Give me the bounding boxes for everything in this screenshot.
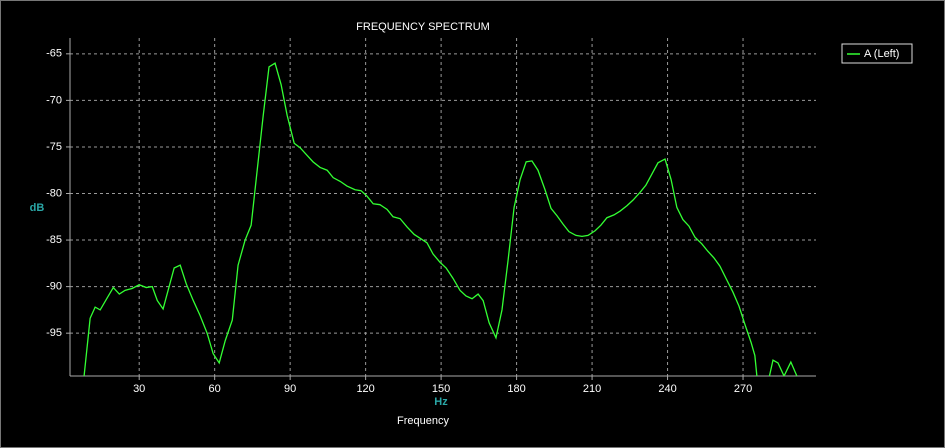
- y-tick-label: -85: [46, 234, 62, 246]
- y-tick-label: -70: [46, 94, 62, 106]
- legend-box: [841, 43, 913, 64]
- x-tick-label: 270: [734, 383, 752, 395]
- series-line: [83, 62, 798, 376]
- x-tick-label: 150: [432, 383, 450, 395]
- chart-title: FREQUENCY SPECTRUM: [356, 21, 490, 33]
- y-tick-label: -90: [46, 281, 62, 293]
- legend: A (Left): [841, 43, 913, 64]
- x-axis-unit: Hz: [434, 396, 448, 408]
- y-axis-label: dB: [30, 202, 45, 214]
- y-tick-label: -75: [46, 141, 62, 153]
- y-tick-label: -65: [46, 48, 62, 60]
- x-tick-label: 120: [356, 383, 374, 395]
- x-tick-label: 90: [284, 383, 296, 395]
- x-axis-label: Frequency: [397, 415, 449, 427]
- x-tick-label: 210: [583, 383, 601, 395]
- x-tick-label: 180: [507, 383, 525, 395]
- x-tick-label: 30: [133, 383, 145, 395]
- legend-label: A (Left): [864, 48, 899, 60]
- x-tick-label: 240: [658, 383, 676, 395]
- y-tick-label: -80: [46, 187, 62, 199]
- y-tick-label: -95: [46, 327, 62, 339]
- x-tick-label: 60: [209, 383, 221, 395]
